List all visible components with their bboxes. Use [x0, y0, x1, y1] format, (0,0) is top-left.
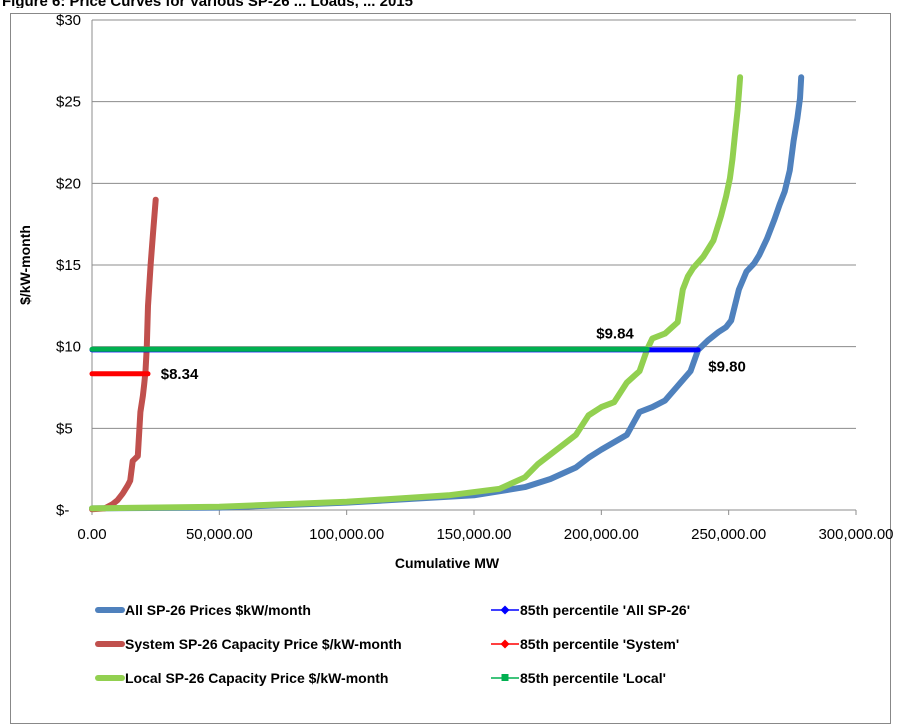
series-line-1 [89, 196, 159, 513]
legend-label: System SP-26 Capacity Price $/kW-month [125, 636, 402, 652]
legend-marker-square [501, 674, 509, 681]
legend-label: Local SP-26 Capacity Price $/kW-month [125, 670, 388, 686]
y-tick-label: $25 [56, 94, 81, 111]
chart-border [10, 13, 891, 724]
annotations: $8.34 $9.84 $9.80 [161, 326, 746, 383]
x-tick-label: 200,000.00 [564, 526, 639, 543]
y-tick-label: $20 [56, 175, 81, 192]
x-axis-title: Cumulative MW [395, 555, 500, 571]
series-line-0 [89, 74, 805, 512]
series-line-2 [89, 74, 744, 512]
legend-label: 85th percentile 'All SP-26' [520, 602, 690, 618]
legend-label: 85th percentile 'Local' [520, 670, 666, 686]
data-label: $9.80 [708, 358, 746, 375]
legend: All SP-26 Prices $kW/month 85th percentil… [95, 602, 690, 686]
y-tick-label: $30 [56, 12, 81, 29]
x-tick-label: 150,000.00 [436, 526, 511, 543]
data-label: $9.84 [596, 326, 634, 343]
figure-caption: Figure 6: Price Curves for Various SP-26… [2, 0, 413, 10]
x-tick-label: 0.00 [77, 526, 106, 543]
y-tick-label: $15 [56, 257, 81, 274]
legend-label: All SP-26 Prices $kW/month [125, 602, 311, 618]
series-layer [89, 74, 805, 513]
x-tick-label: 250,000.00 [691, 526, 766, 543]
data-label: $8.34 [161, 366, 199, 383]
axes: $- $5 $10 $15 $20 $25 $30 0.00 50,000.00 100,000.… [56, 12, 894, 543]
legend-marker-diamond [500, 605, 510, 615]
x-tick-label: 50,000.00 [186, 526, 253, 543]
y-tick-label: $10 [56, 339, 81, 356]
y-axis-title: $/kW-month [17, 225, 33, 305]
y-tick-label: $- [56, 502, 69, 519]
x-tick-label: 100,000.00 [309, 526, 384, 543]
legend-label: 85th percentile 'System' [520, 636, 679, 652]
x-tick-label: 300,000.00 [818, 526, 893, 543]
y-tick-label: $5 [56, 420, 73, 437]
legend-marker-diamond [500, 639, 510, 649]
